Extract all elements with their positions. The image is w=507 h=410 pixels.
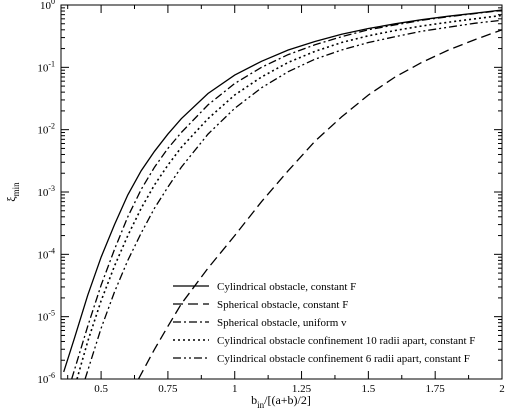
- legend-label-4: Cylindrical obstacle confinement 10 radi…: [217, 335, 475, 347]
- series-line-1: [63, 9, 502, 373]
- legend-label-2: Spherical obstacle, constant F: [217, 299, 348, 311]
- legend-label-5: Cylindrical obstacle confinement 6 radii…: [217, 353, 470, 365]
- y-tick-label: 10-2: [37, 122, 55, 137]
- x-tick-label: 1.75: [426, 383, 446, 395]
- y-tick-label: 10-4: [37, 246, 55, 261]
- x-tick-label: 2: [499, 383, 505, 395]
- legend-label-1: Cylindrical obstacle, constant F: [217, 281, 356, 293]
- x-tick-label: 1.5: [361, 383, 375, 395]
- x-tick-label: 1.25: [292, 383, 312, 395]
- y-tick-label: 10-6: [37, 371, 55, 386]
- series-line-2: [137, 29, 502, 379]
- legend-label-3: Spherical obstacle, uniform v: [217, 317, 347, 329]
- y-tick-label: 10-3: [37, 184, 55, 199]
- x-tick-label: 0.75: [158, 383, 178, 395]
- y-tick-label: 10-5: [37, 309, 55, 324]
- plot-frame: [60, 4, 503, 380]
- series-line-5: [84, 19, 502, 379]
- y-tick-label: 100: [40, 0, 55, 12]
- axis-ticks: 0.5 0.75 1 1.25 1.5 1.75 2 10-6 10-5 10-4 10-3 10-2…: [37, 0, 504, 395]
- legend: Cylindrical obstacle, constant F Spherica…: [173, 281, 475, 365]
- series-line-3: [71, 9, 502, 379]
- x-tick-label: 1: [232, 383, 238, 395]
- x-tick-label: 0.5: [94, 383, 108, 395]
- x-axis-label: bin/[(a+b)/2]: [251, 393, 311, 410]
- series-layer: [63, 9, 502, 379]
- y-axis-label: ξmin: [4, 182, 21, 202]
- y-tick-label: 10-1: [37, 59, 55, 74]
- series-line-4: [76, 14, 502, 379]
